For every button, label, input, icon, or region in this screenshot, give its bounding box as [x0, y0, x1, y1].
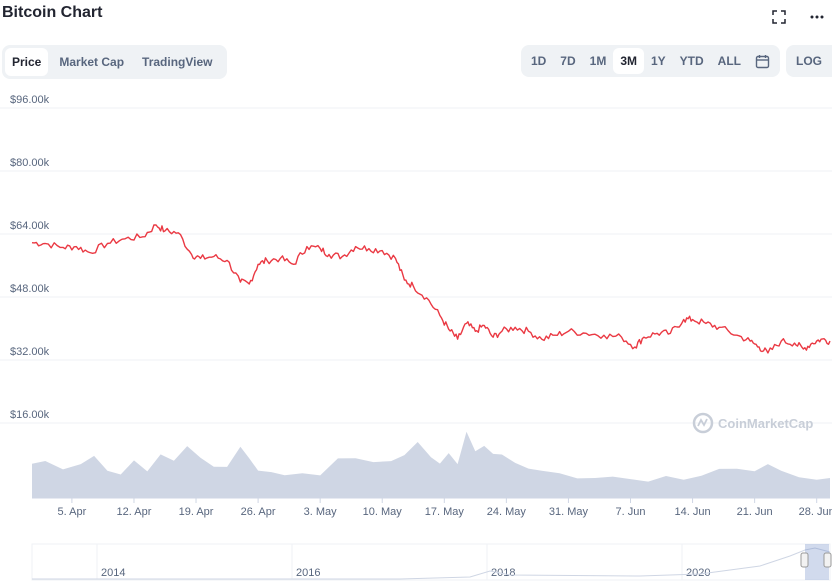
range-1d-button[interactable]: 1D — [530, 54, 547, 68]
range-3m-button[interactable]: 3M — [613, 48, 644, 74]
chart-tabs: Price Market Cap TradingView — [2, 45, 227, 79]
navigator-tick-label: 2020 — [686, 567, 710, 579]
x-tick-label: 7. Jun — [616, 506, 646, 518]
y-tick-label: $96.00k — [10, 94, 50, 106]
navigator-tick-label: 2018 — [491, 567, 515, 579]
range-all-button[interactable]: ALL — [717, 54, 741, 68]
navigator-tick-label: 2016 — [296, 567, 320, 579]
watermark: CoinMarketCap — [692, 412, 813, 434]
y-tick-label: $16.00k — [10, 409, 50, 421]
volume-series — [32, 431, 830, 498]
x-tick-label: 21. Jun — [737, 506, 773, 518]
chart-title: Bitcoin Chart — [2, 4, 103, 21]
fullscreen-icon[interactable] — [770, 8, 788, 26]
top-icons — [770, 8, 826, 26]
y-tick-label: $64.00k — [10, 220, 50, 232]
navigator-history-line — [32, 547, 831, 580]
range-ytd-button[interactable]: YTD — [679, 54, 704, 68]
log-group: LOG — [786, 45, 832, 77]
x-tick-label: 5. Apr — [58, 506, 87, 518]
tab-tradingview[interactable]: TradingView — [142, 55, 213, 69]
x-tick-label: 10. May — [363, 506, 403, 518]
log-scale-button[interactable]: LOG — [796, 54, 822, 68]
chart-grid — [0, 107, 832, 424]
calendar-icon[interactable] — [748, 48, 777, 74]
x-tick-label: 28. Jun — [799, 506, 832, 518]
range-7d-button[interactable]: 7D — [560, 54, 576, 68]
y-tick-label: $32.00k — [10, 346, 50, 358]
tab-market-cap[interactable]: Market Cap — [59, 55, 125, 69]
x-tick-label: 31. May — [549, 506, 589, 518]
y-axis: $16.00k $32.00k $48.00k $64.00k $80.00k $96.0… — [10, 94, 50, 421]
x-tick-label: 14. Jun — [675, 506, 711, 518]
tab-price[interactable]: Price — [5, 48, 49, 76]
x-axis: 5. Apr 12. Apr 19. Apr 26. Apr 3. May 10. May… — [32, 497, 832, 518]
range-1m-button[interactable]: 1M — [589, 54, 607, 68]
navigator-handle[interactable] — [823, 552, 832, 568]
range-selector: 1D 7D 1M 3M 1Y YTD ALL LOG — [520, 45, 832, 77]
price-series — [31, 224, 831, 354]
watermark-text: CoinMarketCap — [718, 416, 813, 431]
coinmarketcap-logo-icon — [692, 412, 714, 434]
volume-area — [32, 431, 830, 498]
navigator-tick-label: 2014 — [101, 567, 125, 579]
navigator[interactable]: 2014 2016 2018 2020 — [31, 543, 832, 581]
range-group: 1D 7D 1M 3M 1Y YTD ALL — [520, 45, 780, 77]
x-tick-label: 24. May — [487, 506, 527, 518]
x-tick-label: 26. Apr — [241, 506, 276, 518]
navigator-handle[interactable] — [800, 552, 809, 568]
y-tick-label: $80.00k — [10, 157, 50, 169]
price-line — [31, 224, 831, 354]
x-tick-label: 12. Apr — [117, 506, 152, 518]
x-tick-label: 19. Apr — [179, 506, 214, 518]
range-1y-button[interactable]: 1Y — [650, 54, 666, 68]
y-tick-label: $48.00k — [10, 283, 50, 295]
x-tick-label: 17. May — [425, 506, 465, 518]
more-icon[interactable] — [808, 8, 826, 26]
x-tick-label: 3. May — [304, 506, 338, 518]
